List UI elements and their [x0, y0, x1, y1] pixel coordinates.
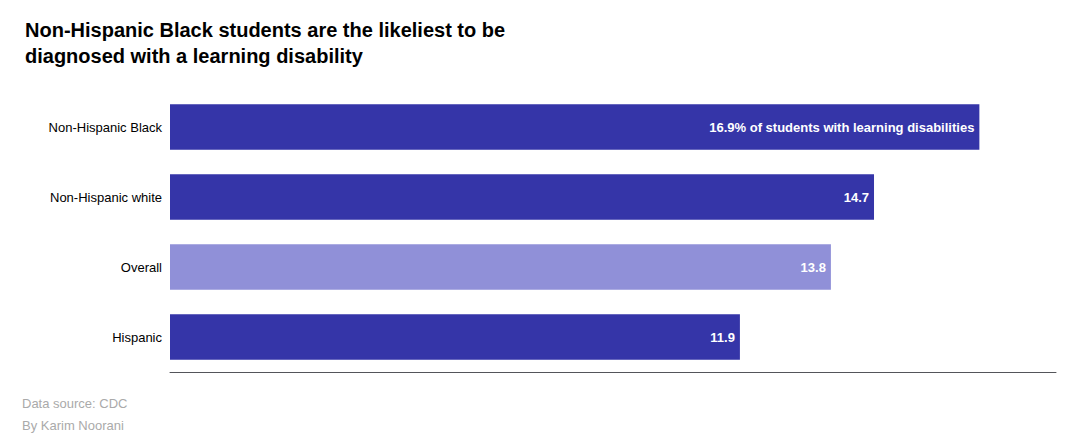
svg-text:Data source: CDC: Data source: CDC: [22, 396, 127, 411]
svg-text:14.7: 14.7: [844, 190, 869, 205]
svg-text:Overall: Overall: [121, 260, 162, 275]
svg-text:By Karim Noorani: By Karim Noorani: [22, 418, 124, 433]
svg-text:13.8: 13.8: [801, 260, 826, 275]
svg-text:11.9: 11.9: [710, 330, 735, 345]
svg-text:16.9% of students with learnin: 16.9% of students with learning disabili…: [709, 120, 974, 135]
svg-text:diagnosed with a learning disa: diagnosed with a learning disability: [25, 45, 364, 67]
svg-text:Hispanic: Hispanic: [112, 330, 162, 345]
svg-text:Non-Hispanic Black: Non-Hispanic Black: [49, 120, 163, 135]
svg-text:Non-Hispanic white: Non-Hispanic white: [50, 190, 162, 205]
svg-text:Non-Hispanic Black students ar: Non-Hispanic Black students are the like…: [25, 19, 505, 41]
